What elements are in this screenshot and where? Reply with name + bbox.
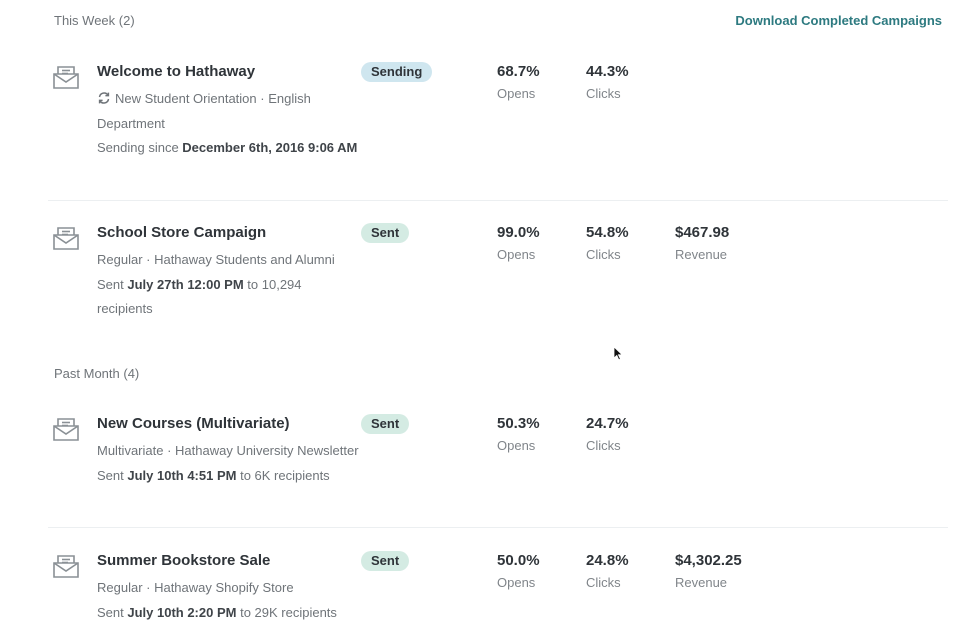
revenue-value: $4,302.25 xyxy=(675,552,742,569)
campaign-row-summer-bookstore[interactable]: Summer Bookstore Sale Regular · Hathaway… xyxy=(48,551,948,632)
campaign-status-date: July 27th 12:00 PM xyxy=(127,276,244,292)
campaign-meta: Regular · Hathaway Students and Alumni S… xyxy=(97,248,359,322)
campaign-list-info: Regular · Hathaway Shopify Store xyxy=(97,580,294,595)
campaign-list-info: Regular · Hathaway Students and Alumni xyxy=(97,252,335,267)
campaign-row-new-courses[interactable]: New Courses (Multivariate) Multivariate … xyxy=(48,414,948,528)
sync-icon xyxy=(98,92,110,104)
revenue-value: $467.98 xyxy=(675,224,730,241)
opens-value: 50.0% xyxy=(497,552,540,569)
clicks-value: 54.8% xyxy=(586,224,629,241)
opens-stat: 50.0% Opens xyxy=(497,552,540,590)
campaign-status-line: Sent July 27th 12:00 PM to 10,294 recipi… xyxy=(97,276,302,317)
section-header-past-month: Past Month (4) xyxy=(54,366,140,381)
clicks-value: 24.7% xyxy=(586,415,629,432)
campaign-title[interactable]: School Store Campaign xyxy=(97,224,267,241)
opens-stat: 99.0% Opens xyxy=(497,224,540,262)
opens-value: 68.7% xyxy=(497,63,540,80)
section-header-this-week: This Week (2) xyxy=(54,13,135,28)
status-badge: Sent xyxy=(361,414,410,434)
campaign-row-school-store[interactable]: School Store Campaign Regular · Hathaway… xyxy=(48,223,948,324)
mail-icon xyxy=(53,418,79,441)
opens-value: 50.3% xyxy=(497,415,540,432)
opens-stat: 50.3% Opens xyxy=(497,415,540,453)
campaign-meta: Regular · Hathaway Shopify Store Sent Ju… xyxy=(97,576,359,625)
clicks-value: 24.8% xyxy=(586,552,629,569)
campaign-title[interactable]: Summer Bookstore Sale xyxy=(97,552,271,569)
clicks-stat: 44.3% Clicks xyxy=(586,63,629,101)
opens-label: Opens xyxy=(497,247,536,262)
clicks-value: 44.3% xyxy=(586,63,629,80)
revenue-label: Revenue xyxy=(675,575,728,590)
status-badge: Sent xyxy=(361,551,410,571)
status-badge: Sent xyxy=(361,223,410,243)
revenue-label: Revenue xyxy=(675,247,728,262)
mail-icon xyxy=(53,227,79,250)
clicks-label: Clicks xyxy=(586,438,621,453)
cursor-icon xyxy=(613,346,623,361)
opens-stat: 68.7% Opens xyxy=(497,63,540,101)
clicks-label: Clicks xyxy=(586,575,621,590)
mail-icon xyxy=(53,66,79,89)
campaign-list-info: New Student Orientation · English Depart… xyxy=(97,91,311,131)
revenue-stat: $4,302.25 Revenue xyxy=(675,552,742,590)
status-badge: Sending xyxy=(361,62,433,82)
campaign-title[interactable]: New Courses (Multivariate) xyxy=(97,415,290,432)
clicks-label: Clicks xyxy=(586,247,621,262)
clicks-label: Clicks xyxy=(586,86,621,101)
clicks-stat: 24.8% Clicks xyxy=(586,552,629,590)
campaign-title[interactable]: Welcome to Hathaway xyxy=(97,63,256,80)
campaign-status-line: Sent July 10th 2:20 PM to 29K recipients xyxy=(97,604,337,620)
campaign-status-date: July 10th 2:20 PM xyxy=(127,604,237,620)
campaign-status-line: Sent July 10th 4:51 PM to 6K recipients xyxy=(97,467,330,483)
campaign-status-date: December 6th, 2016 9:06 AM xyxy=(182,140,358,155)
campaign-row-welcome[interactable]: Welcome to Hathaway New Student Orientat… xyxy=(48,62,948,201)
opens-value: 99.0% xyxy=(497,224,540,241)
campaign-status-date: July 10th 4:51 PM xyxy=(127,467,237,483)
campaign-status-line: Sending since December 6th, 2016 9:06 AM xyxy=(97,140,358,155)
campaign-meta: Multivariate · Hathaway University Newsl… xyxy=(97,439,359,488)
clicks-stat: 24.7% Clicks xyxy=(586,415,629,453)
opens-label: Opens xyxy=(497,438,536,453)
opens-label: Opens xyxy=(497,86,536,101)
campaign-meta: New Student Orientation · English Depart… xyxy=(97,87,359,161)
mail-icon xyxy=(53,555,79,578)
opens-label: Opens xyxy=(497,575,536,590)
campaign-list-info: Multivariate · Hathaway University Newsl… xyxy=(97,443,359,458)
clicks-stat: 54.8% Clicks xyxy=(586,224,629,262)
download-completed-campaigns-link[interactable]: Download Completed Campaigns xyxy=(735,13,942,28)
revenue-stat: $467.98 Revenue xyxy=(675,224,729,262)
